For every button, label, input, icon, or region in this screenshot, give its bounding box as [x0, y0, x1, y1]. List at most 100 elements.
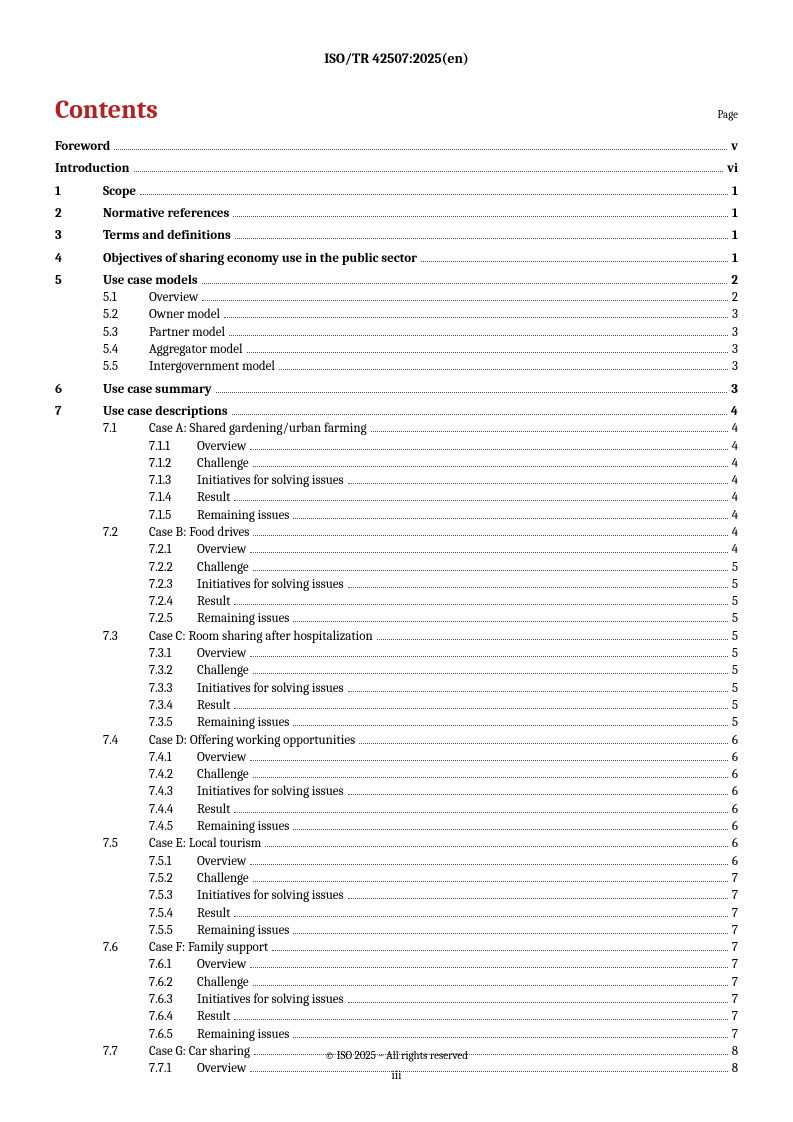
toc-row: 5.4Aggregator model3 — [55, 342, 738, 358]
toc-title: Aggregator model — [149, 342, 245, 358]
toc-leader — [234, 698, 727, 709]
toc-title: Remaining issues — [197, 1027, 291, 1043]
document-header: ISO/TR 42507:2025(en) — [55, 50, 738, 67]
toc-title: Case B: Food drives — [149, 525, 251, 541]
toc-number: 7.1.5 — [149, 508, 197, 524]
toc-leader — [253, 663, 728, 674]
contents-heading-row: Contents Page — [55, 95, 738, 125]
toc-number: 7.3.1 — [149, 646, 197, 662]
toc-page: 5 — [730, 577, 738, 593]
toc-number: 7.6.5 — [149, 1027, 197, 1043]
toc-page: 3 — [730, 342, 738, 358]
toc-row: 7Use case descriptions4 — [55, 404, 738, 420]
toc-number: 7.4.1 — [149, 750, 197, 766]
toc-title: Foreword — [55, 139, 112, 155]
toc-page: 5 — [730, 611, 738, 627]
toc-leader — [250, 750, 728, 761]
toc-title: Introduction — [55, 161, 132, 177]
toc-row: 7.3.5Remaining issues5 — [55, 715, 738, 731]
toc-row: 7.2.1Overview4 — [55, 542, 738, 558]
toc-title: Remaining issues — [197, 923, 291, 939]
toc-row: 7.4.4Result6 — [55, 802, 738, 818]
toc-number: 7.4.4 — [149, 802, 197, 818]
toc-page: 5 — [730, 681, 738, 697]
toc-title: Case D: Offering working opportunities — [149, 733, 357, 749]
toc-row: 7.2.4Result5 — [55, 594, 738, 610]
toc-row: 5.2Owner model3 — [55, 307, 738, 323]
toc-leader — [250, 438, 727, 449]
toc-page: 7 — [730, 957, 738, 973]
toc-row: 5Use case models2 — [55, 273, 738, 289]
toc-title: Overview — [197, 750, 248, 766]
toc-page: 1 — [730, 228, 738, 244]
toc-page: 4 — [730, 421, 738, 437]
toc-row: 7.1.4Result4 — [55, 490, 738, 506]
toc-leader — [253, 456, 728, 467]
toc-leader — [348, 681, 728, 692]
toc-number: 7.3.2 — [149, 663, 197, 679]
toc-page: 4 — [729, 404, 738, 420]
toc-title: Challenge — [197, 767, 251, 783]
toc-leader — [234, 802, 727, 813]
toc-row: 7.5.2Challenge7 — [55, 871, 738, 887]
toc-row: 7.5.3Initiatives for solving issues7 — [55, 888, 738, 904]
toc-page: 4 — [730, 508, 738, 524]
toc-number: 7.2.3 — [149, 577, 197, 593]
toc-page: v — [729, 139, 738, 155]
toc-page: 7 — [730, 1027, 738, 1043]
toc-number: 7.2.2 — [149, 560, 197, 576]
toc-row: 6Use case summary3 — [55, 382, 738, 398]
toc-row: 3Terms and definitions1 — [55, 228, 738, 244]
toc-leader — [377, 629, 728, 640]
toc-number: 5.2 — [103, 307, 149, 323]
toc-title: Result — [197, 490, 232, 506]
toc-title: Overview — [197, 957, 248, 973]
toc-title: Overview — [197, 439, 248, 455]
toc-row: 7.1.3Initiatives for solving issues4 — [55, 473, 738, 489]
toc-page: 6 — [730, 784, 738, 800]
toc-row: 7.4.2Challenge6 — [55, 767, 738, 783]
toc-leader — [234, 1009, 727, 1020]
toc-row: 7.2.2Challenge5 — [55, 560, 738, 576]
toc-title: Case F: Family support — [149, 940, 270, 956]
toc-number: 7.4.5 — [149, 819, 197, 835]
toc-row: 7.5.5Remaining issues 7 — [55, 923, 738, 939]
toc-leader — [140, 184, 728, 195]
toc-page: 7 — [730, 923, 738, 939]
toc-number: 5 — [55, 273, 103, 289]
toc-row: 7.6.3Initiatives for solving issues7 — [55, 992, 738, 1008]
toc-number: 7.2.4 — [149, 594, 197, 610]
toc-number: 7.2.5 — [149, 611, 197, 627]
toc-leader — [371, 421, 728, 432]
toc-leader — [134, 161, 724, 172]
toc-page: 6 — [730, 802, 738, 818]
toc-row: Introductionvi — [55, 161, 738, 177]
copyright-text: © ISO 2025 – All rights reserved — [0, 1049, 793, 1062]
toc-title: Remaining issues — [197, 508, 291, 524]
toc-leader — [250, 542, 727, 553]
toc-row: 7.4.5Remaining issues6 — [55, 819, 738, 835]
toc-number: 7.3.4 — [149, 698, 197, 714]
toc-leader — [348, 577, 728, 588]
toc-leader — [229, 325, 728, 336]
toc-page: 7 — [730, 992, 738, 1008]
toc-row: 7.5.4Result7 — [55, 905, 738, 921]
toc-leader — [202, 273, 728, 284]
toc-number: 7.1.1 — [149, 439, 197, 455]
toc-title: Remaining issues — [197, 611, 291, 627]
toc-leader — [234, 905, 727, 916]
toc-row: 7.6.2Challenge7 — [55, 975, 738, 991]
toc-number: 7.5.5 — [149, 923, 197, 939]
toc-leader — [293, 611, 727, 622]
toc-page: 3 — [729, 382, 738, 398]
toc-title: Challenge — [197, 975, 251, 991]
toc-leader — [348, 784, 728, 795]
toc-title: Scope — [103, 184, 138, 200]
toc-page: 4 — [730, 439, 738, 455]
toc-page: 5 — [730, 629, 738, 645]
toc-number: 7.5 — [103, 836, 149, 852]
toc-number: 7.6.3 — [149, 992, 197, 1008]
toc-title: Intergovernment model — [149, 359, 277, 375]
toc-row: 7.3.1Overview5 — [55, 646, 738, 662]
toc-row: 7.4Case D: Offering working opportunitie… — [55, 733, 738, 749]
